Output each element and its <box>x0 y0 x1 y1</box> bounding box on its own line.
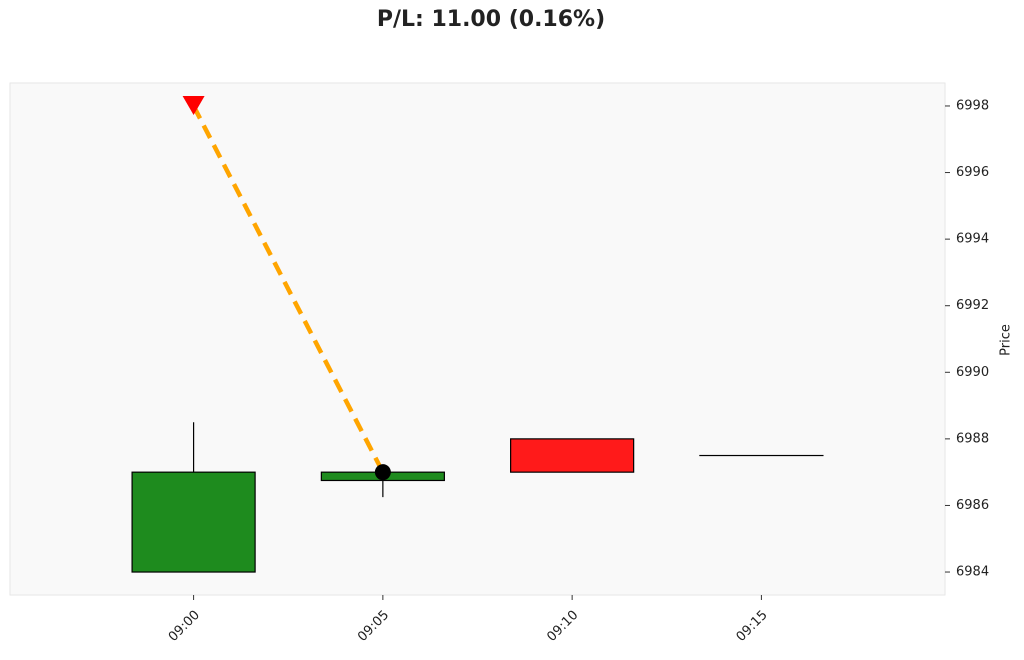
x-tick-label: 09:15 <box>734 608 771 645</box>
y-tick-label: 6994 <box>956 232 989 247</box>
y-tick-label: 6984 <box>956 565 989 580</box>
y-tick-label: 6996 <box>956 165 989 180</box>
y-tick-label: 6992 <box>956 298 989 313</box>
y-tick-label: 6990 <box>956 365 989 380</box>
x-tick-label: 09:05 <box>355 608 392 645</box>
y-tick-label: 6998 <box>956 98 989 113</box>
chart-title: P/L: 11.00 (0.16%) <box>377 7 605 32</box>
candle-body <box>511 439 634 472</box>
y-tick-label: 6986 <box>956 498 989 513</box>
x-tick-label: 09:00 <box>166 608 203 645</box>
y-tick-label: 6988 <box>956 431 989 446</box>
exit-marker <box>375 464 391 480</box>
x-tick-label: 09:10 <box>544 608 581 645</box>
candle-body <box>132 472 255 572</box>
y-axis-label: Price <box>999 324 1014 356</box>
